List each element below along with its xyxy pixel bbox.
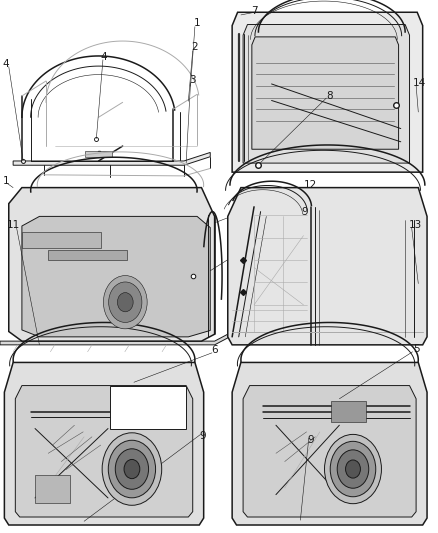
Circle shape <box>242 511 248 518</box>
Polygon shape <box>331 401 366 422</box>
Text: 13: 13 <box>409 221 422 230</box>
Circle shape <box>124 459 140 479</box>
Polygon shape <box>85 151 112 157</box>
Text: 6: 6 <box>211 345 218 355</box>
Polygon shape <box>15 385 193 517</box>
Circle shape <box>103 276 147 329</box>
Text: 12: 12 <box>304 181 317 190</box>
Text: 3: 3 <box>189 75 196 85</box>
Circle shape <box>411 511 417 518</box>
Text: 9: 9 <box>199 431 206 441</box>
Text: 14: 14 <box>413 78 426 87</box>
Polygon shape <box>228 188 427 345</box>
Bar <box>407 454 414 463</box>
Text: 9: 9 <box>307 435 314 445</box>
Polygon shape <box>232 12 423 172</box>
Circle shape <box>108 440 155 498</box>
Circle shape <box>14 511 21 518</box>
Circle shape <box>117 293 133 312</box>
Text: 1: 1 <box>194 18 201 28</box>
Polygon shape <box>22 232 101 248</box>
Text: 2: 2 <box>191 42 198 52</box>
Polygon shape <box>4 362 204 525</box>
Circle shape <box>330 441 376 497</box>
Bar <box>407 417 414 425</box>
Text: 4: 4 <box>2 59 9 69</box>
Polygon shape <box>35 475 70 503</box>
Circle shape <box>337 450 369 488</box>
Polygon shape <box>0 334 228 345</box>
Polygon shape <box>252 37 399 149</box>
Polygon shape <box>22 216 210 337</box>
Circle shape <box>325 434 381 504</box>
Circle shape <box>242 450 248 457</box>
Text: 5: 5 <box>413 344 420 354</box>
Bar <box>407 435 414 444</box>
Circle shape <box>14 450 21 457</box>
Polygon shape <box>243 25 410 163</box>
Polygon shape <box>110 385 186 429</box>
Circle shape <box>187 450 194 457</box>
Circle shape <box>115 449 148 489</box>
Circle shape <box>102 433 162 505</box>
Circle shape <box>187 511 194 518</box>
Text: 7: 7 <box>251 6 258 15</box>
Polygon shape <box>243 385 416 517</box>
Circle shape <box>346 460 360 478</box>
Text: 9: 9 <box>301 207 308 216</box>
Text: 11: 11 <box>7 221 20 230</box>
Polygon shape <box>9 188 215 341</box>
Text: 4: 4 <box>101 52 108 62</box>
Text: 1: 1 <box>2 176 9 186</box>
Polygon shape <box>13 152 210 165</box>
Circle shape <box>109 282 142 322</box>
Polygon shape <box>48 250 127 260</box>
Polygon shape <box>232 362 427 525</box>
Text: 8: 8 <box>326 91 333 101</box>
